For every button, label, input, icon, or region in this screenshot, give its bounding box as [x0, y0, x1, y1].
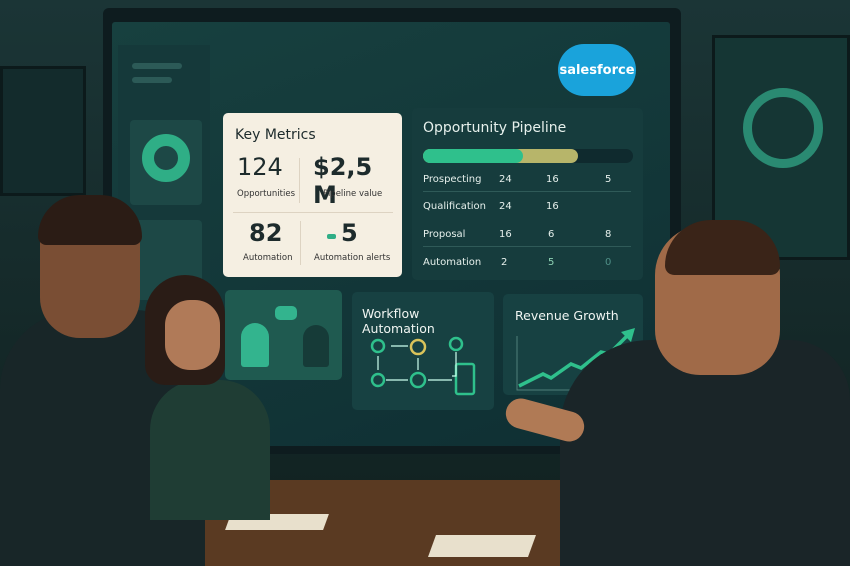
man-left-hair — [38, 195, 142, 245]
key-metrics-card: Key Metrics 124 Opportunities $2,5 M Pip… — [223, 113, 402, 277]
woman-face — [165, 300, 220, 370]
donut-chart-icon — [142, 134, 190, 182]
man-right-hair — [665, 220, 780, 275]
sidebar-tile-donut[interactable] — [130, 120, 202, 205]
pipeline-row: Automation 2 5 0 — [423, 257, 612, 268]
key-metrics-title: Key Metrics — [235, 127, 316, 143]
automation-alerts-label: Automation alerts — [314, 253, 391, 263]
paper-document — [427, 535, 537, 557]
pipeline-title: Opportunity Pipeline — [423, 120, 567, 136]
pipeline-row: Qualification 24 16 — [423, 201, 559, 212]
workflow-diagram-icon — [370, 336, 476, 396]
revenue-title: Revenue Growth — [515, 308, 619, 323]
meeting-tile[interactable] — [225, 290, 342, 380]
pipeline-bar-green — [423, 149, 523, 163]
automation-value: 82 — [249, 219, 283, 247]
opportunities-label: Opportunities — [237, 189, 295, 199]
pipeline-row: Proposal 16 6 8 — [423, 225, 631, 247]
salesforce-logo: salesforce — [558, 44, 636, 96]
person-icon — [303, 325, 329, 367]
automation-label: Automation — [243, 253, 293, 263]
pipeline-row: Prospecting 24 16 5 — [423, 170, 631, 192]
pipeline-value: $2,5 M — [313, 153, 373, 209]
opportunities-value: 124 — [237, 153, 283, 181]
automation-alerts-value: 5 — [341, 219, 358, 247]
pipeline-value-label: Pipeline value — [323, 189, 383, 199]
opportunity-pipeline-card: Opportunity Pipeline Prospecting 24 16 5 Qu… — [412, 108, 643, 280]
chat-bubble-icon — [275, 306, 297, 320]
user-profile-icon — [743, 88, 823, 168]
alert-icon — [327, 234, 336, 239]
person-icon — [241, 323, 269, 367]
man-right-body — [560, 340, 850, 566]
workflow-automation-tile[interactable]: Workflow Automation — [352, 292, 494, 410]
workflow-title: Workflow Automation — [362, 306, 435, 336]
woman-body — [150, 380, 270, 520]
wall-picture-left — [0, 66, 86, 196]
